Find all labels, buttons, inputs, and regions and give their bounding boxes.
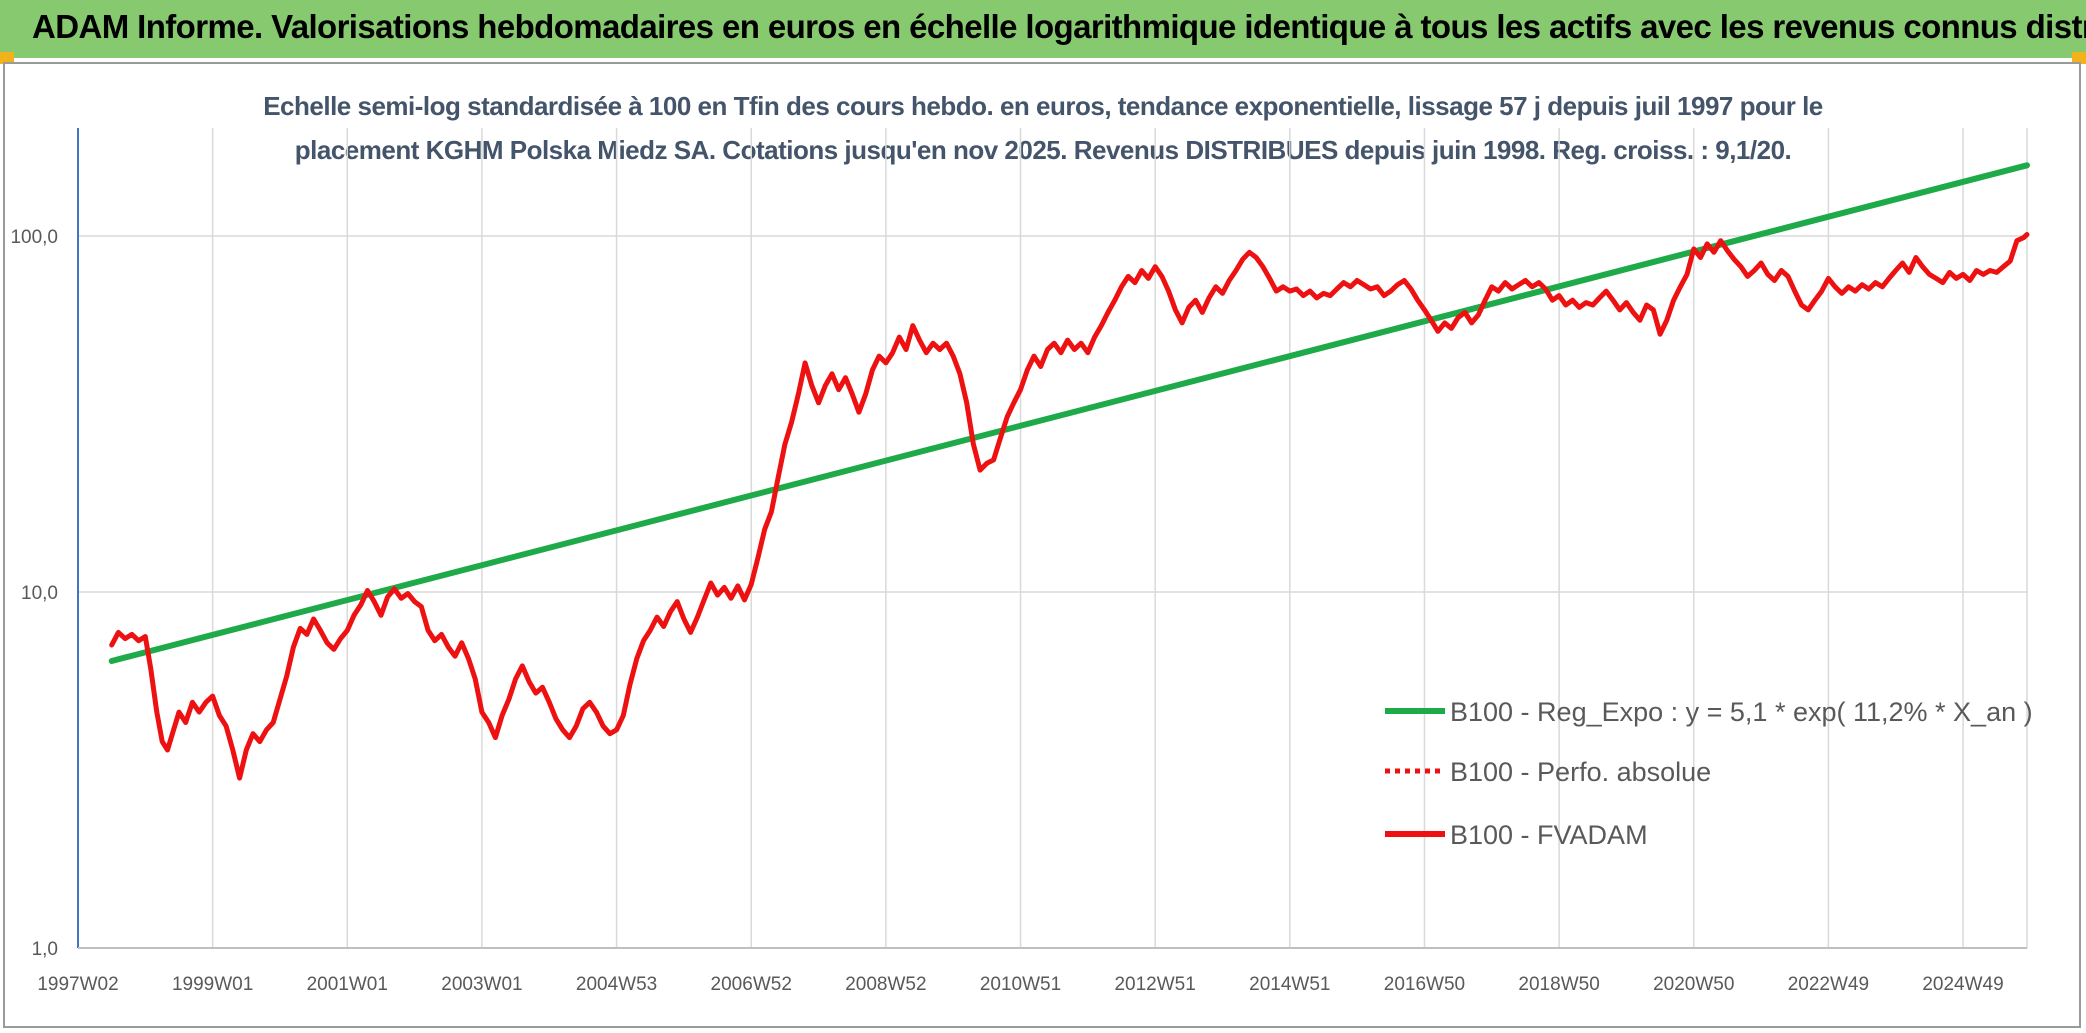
grid [77, 128, 2028, 949]
series-line-fvadam [109, 232, 2030, 781]
y-tick-label: 10,0 [21, 583, 58, 604]
legend-label: B100 - Reg_Expo : y = 5,1 * exp( 11,2% *… [1450, 697, 2033, 727]
chart-title-line-1: Echelle semi-log standardisée à 100 en T… [263, 91, 1823, 121]
x-tick-label: 2006W52 [711, 974, 792, 995]
axes [77, 128, 2027, 949]
x-tick-label: 2022W49 [1788, 974, 1869, 995]
x-tick-label: 2020W50 [1653, 974, 1734, 995]
x-tick-label: 2003W01 [441, 974, 522, 995]
x-tick-label: 2018W50 [1518, 974, 1599, 995]
y-tick-label: 100,0 [10, 227, 58, 248]
x-tick-label: 1997W02 [37, 974, 118, 995]
legend-entry-fvadam: B100 - FVADAM [1385, 820, 1648, 850]
series [108, 162, 2030, 781]
chart-title-line-2: placement KGHM Polska Miedz SA. Cotation… [294, 135, 1792, 165]
corner-marker-right [2072, 52, 2086, 64]
legend: B100 - Reg_Expo : y = 5,1 * exp( 11,2% *… [1385, 697, 2033, 850]
page-title: ADAM Informe. Valorisations hebdomadaire… [32, 8, 2086, 45]
y-axis-ticks: 1,0 10,0 100,0 [10, 227, 58, 960]
x-tick-label: 2001W01 [307, 974, 388, 995]
x-tick-label: 2004W53 [576, 974, 657, 995]
x-tick-label: 2010W51 [980, 974, 1061, 995]
x-tick-label: 1999W01 [172, 974, 253, 995]
header-banner: ADAM Informe. Valorisations hebdomadaire… [0, 0, 2086, 58]
x-tick-label: 2014W51 [1249, 974, 1330, 995]
x-axis-ticks: 1997W02 1999W01 2001W01 2003W01 2004W53 2006W… [37, 974, 2003, 995]
legend-entry-reg-expo: B100 - Reg_Expo : y = 5,1 * exp( 11,2% *… [1385, 697, 2033, 727]
x-tick-label: 2008W52 [845, 974, 926, 995]
legend-entry-perfo-absolue: B100 - Perfo. absolue [1385, 757, 1711, 787]
series-line-reg-expo [108, 162, 2030, 664]
legend-label: B100 - Perfo. absolue [1450, 757, 1711, 787]
x-tick-label: 2012W51 [1114, 974, 1195, 995]
y-tick-label: 1,0 [32, 939, 58, 960]
chart-title: Echelle semi-log standardisée à 100 en T… [0, 84, 2086, 172]
x-tick-label: 2016W50 [1384, 974, 1465, 995]
x-tick-label: 2024W49 [1922, 974, 2003, 995]
legend-label: B100 - FVADAM [1450, 820, 1648, 850]
chart-frame [3, 62, 2081, 1028]
corner-marker-left [0, 52, 14, 64]
